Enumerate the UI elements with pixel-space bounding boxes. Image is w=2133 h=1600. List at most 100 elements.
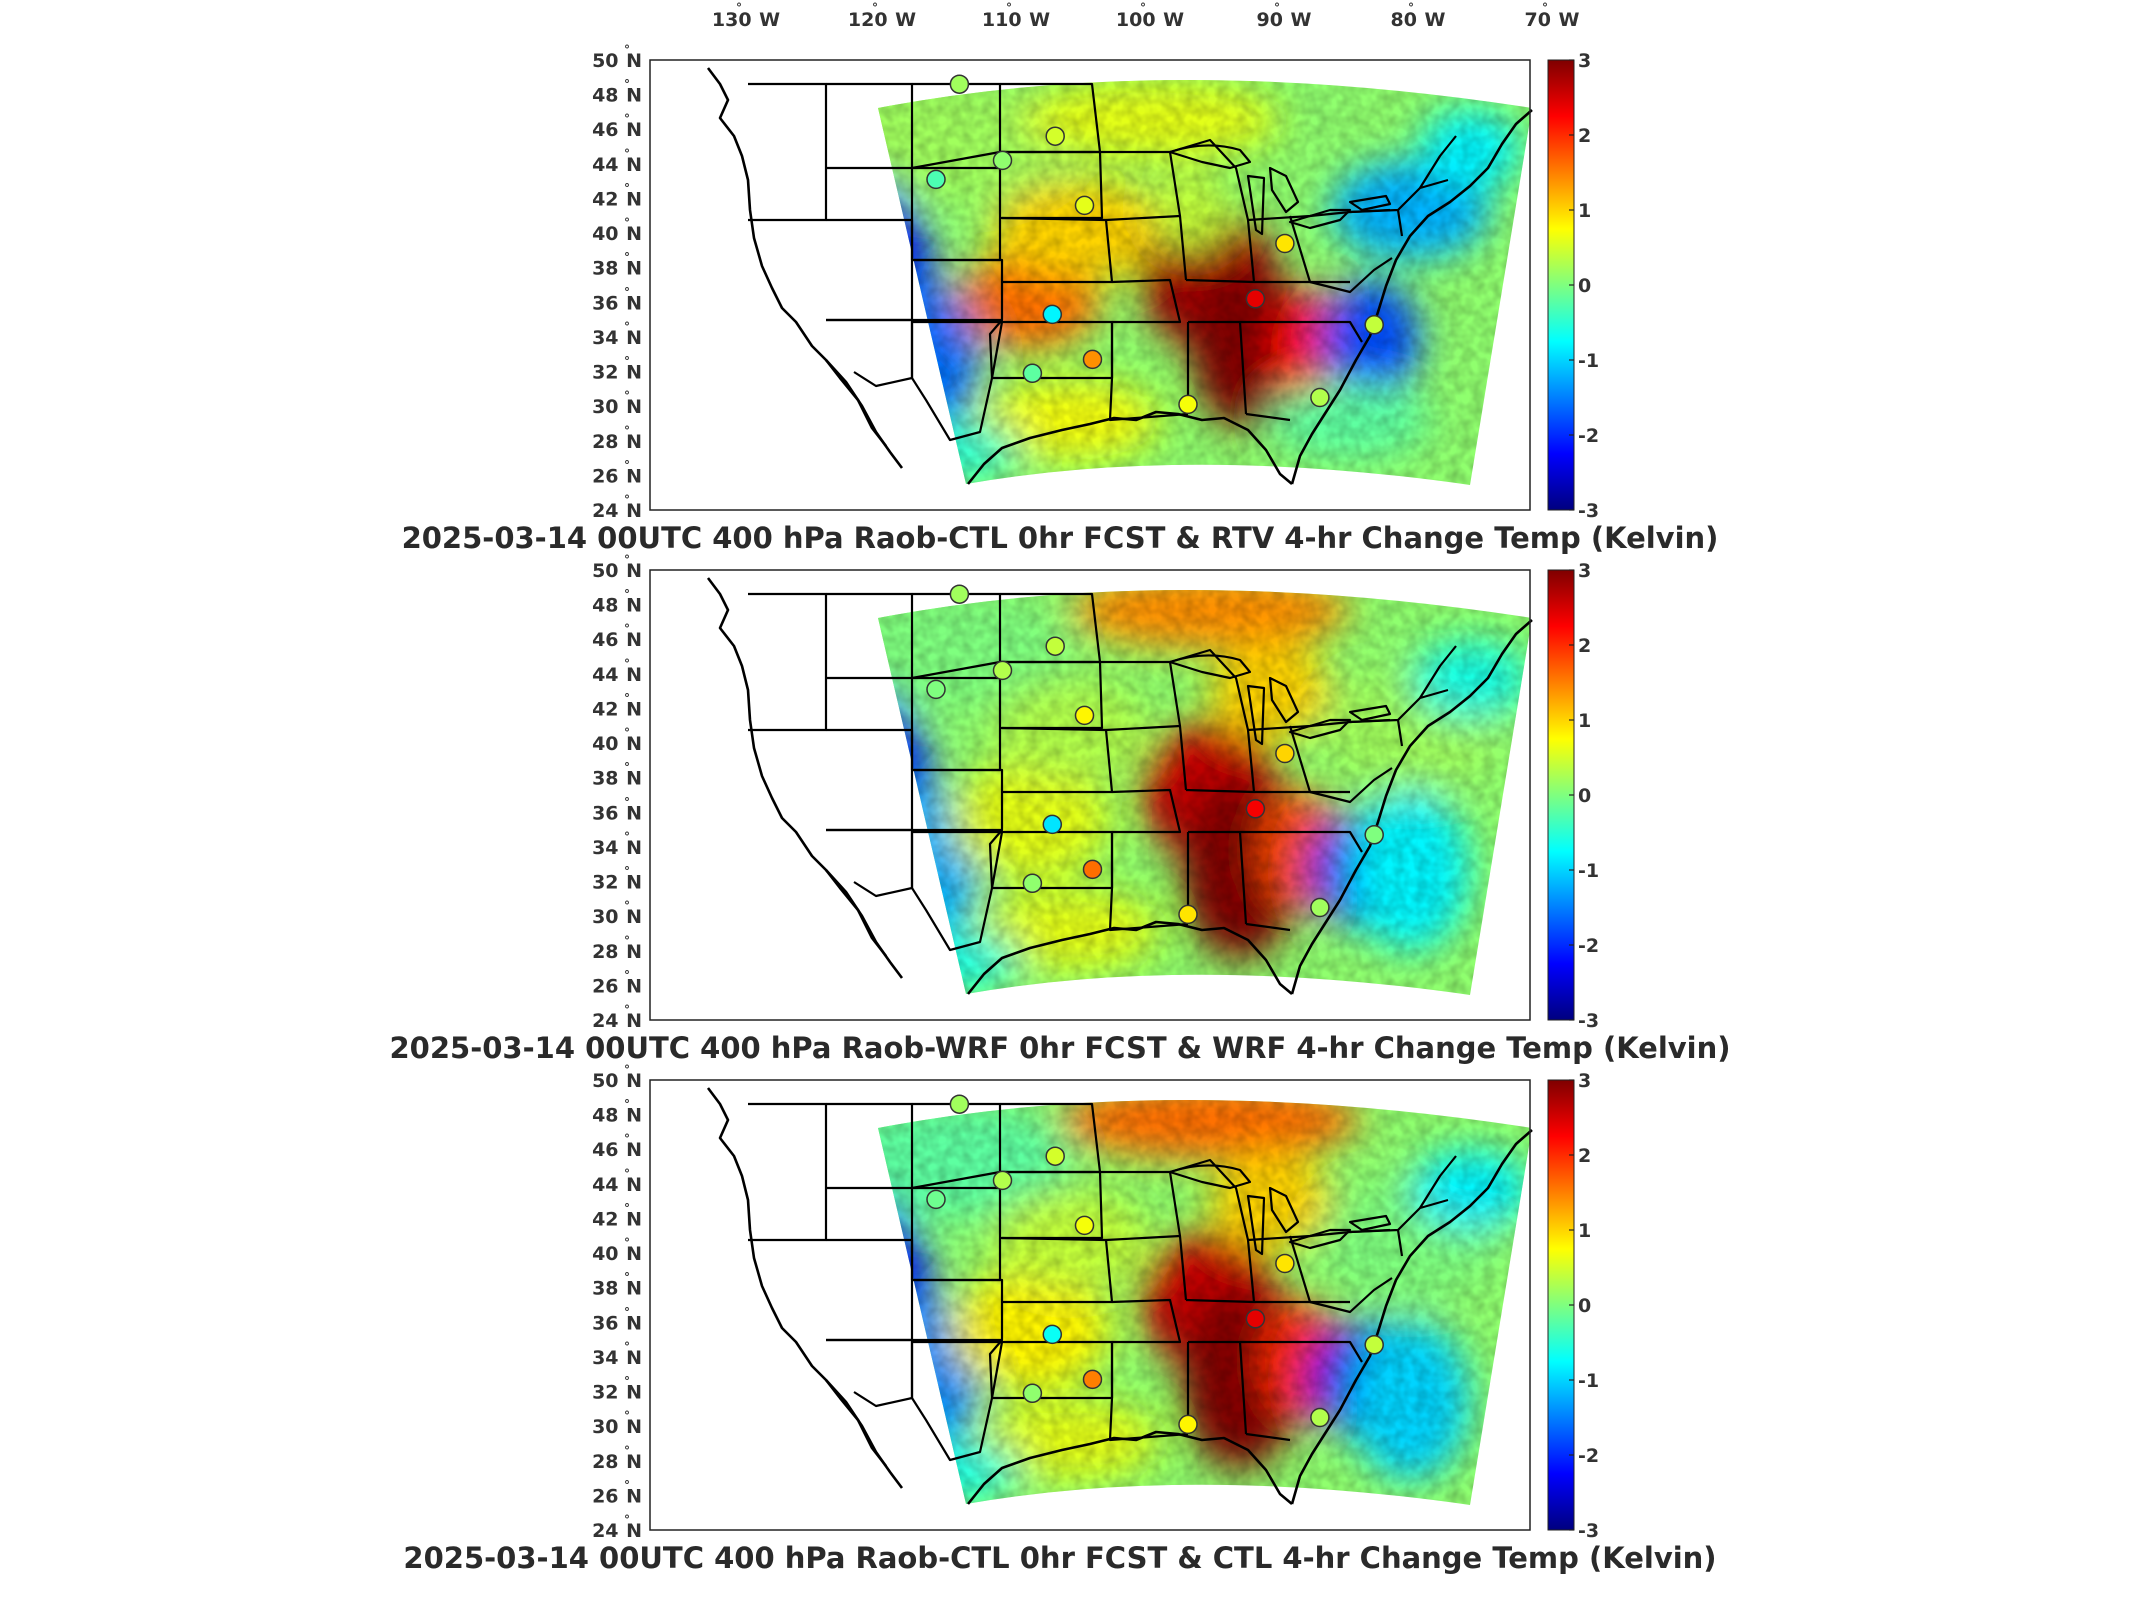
degree-symbol: °	[624, 1098, 630, 1112]
state-border	[826, 1102, 914, 1190]
raob-station-marker	[1364, 315, 1384, 335]
degree-symbol: °	[624, 588, 630, 602]
degree-symbol: °	[624, 181, 630, 195]
degree-symbol: °	[624, 320, 630, 334]
raob-stations	[926, 74, 1384, 415]
latitude-label: 30 N	[592, 1416, 642, 1438]
panel-title: 2025-03-14 00UTC 400 hPa Raob-CTL 0hr FC…	[403, 1541, 1716, 1575]
colorbar-tick-label: 1	[1578, 710, 1591, 732]
longitude-axis-labels: 130 W°120 W°110 W°100 W°90 W°80 W°70 W°	[712, 1, 1580, 31]
state-border	[1185, 278, 1350, 284]
great-lake	[1348, 194, 1392, 212]
great-lake	[1168, 144, 1252, 170]
latitude-label: 48 N	[592, 1105, 642, 1127]
state-border	[1188, 830, 1363, 853]
great-lake	[1288, 1228, 1352, 1250]
state-border	[1309, 1277, 1393, 1314]
coastline	[966, 920, 1293, 995]
colorbar-tick-label: 0	[1578, 275, 1591, 297]
latitude-label: 46 N	[592, 629, 642, 651]
degree-symbol: °	[624, 1132, 630, 1146]
raob-station-marker	[1042, 304, 1063, 325]
raob-station-marker	[992, 150, 1013, 171]
state-border	[1111, 788, 1182, 834]
longitude-label: 130 W	[712, 9, 780, 31]
colorbar-tick-label: -2	[1578, 1445, 1599, 1467]
state-border	[1169, 138, 1256, 283]
degree-symbol: °	[624, 251, 630, 265]
raob-station-marker	[1178, 394, 1198, 415]
state-border	[1349, 1198, 1449, 1234]
raob-station-marker	[1045, 636, 1065, 656]
latitude-label: 42 N	[592, 188, 642, 210]
degree-symbol: °	[624, 1444, 630, 1458]
colorbar-tick-label: -2	[1578, 935, 1599, 957]
raob-stations	[926, 584, 1384, 925]
coastline	[706, 67, 888, 447]
latitude-label: 24 N	[592, 500, 642, 522]
latitude-label: 32 N	[592, 362, 642, 384]
raob-station-marker	[949, 1094, 970, 1114]
latitude-label: 26 N	[592, 1485, 642, 1507]
raob-station-marker	[1178, 904, 1198, 925]
raob-station-marker	[926, 169, 946, 190]
great-lake	[1246, 1194, 1266, 1256]
degree-symbol: °	[624, 553, 630, 567]
raob-station-marker	[1074, 1215, 1095, 1236]
degree-symbol: °	[624, 112, 630, 126]
raob-station-marker	[1364, 825, 1384, 845]
latitude-label: 48 N	[592, 595, 642, 617]
state-border	[1169, 648, 1256, 793]
state-border	[912, 768, 1004, 832]
field-texture	[878, 590, 1530, 995]
latitude-label: 44 N	[592, 664, 642, 686]
raob-station-marker	[949, 584, 970, 604]
state-border	[912, 1278, 1004, 1342]
state-border	[826, 592, 914, 680]
latitude-label: 28 N	[592, 431, 642, 453]
degree-symbol: °	[624, 968, 630, 982]
colorbar-tick-label: 0	[1578, 1295, 1591, 1317]
degree-symbol: °	[624, 1340, 630, 1354]
raob-station-marker	[1082, 1369, 1103, 1390]
colorbar-tick-label: -3	[1578, 1010, 1599, 1032]
degree-symbol: °	[624, 1236, 630, 1250]
state-border	[1108, 832, 1189, 932]
temperature-field	[878, 590, 1530, 995]
raob-station-marker	[1042, 1324, 1063, 1345]
field-texture	[878, 80, 1530, 485]
colorbar: 3 2 1 0 -1 -2 -3	[1547, 50, 1599, 522]
coastline	[825, 1379, 904, 1489]
raob-station-marker	[1082, 349, 1103, 370]
degree-symbol: °	[624, 355, 630, 369]
degree-symbol: °	[624, 691, 630, 705]
latitude-label: 34 N	[592, 837, 642, 859]
degree-symbol: °	[624, 726, 630, 740]
raob-station-marker	[1245, 1309, 1266, 1329]
latitude-label: 42 N	[592, 1208, 642, 1230]
state-border	[1245, 922, 1291, 932]
raob-station-marker	[1310, 387, 1330, 408]
geography-lines	[706, 1087, 1533, 1505]
colorbar-tick-label: -3	[1578, 1520, 1599, 1542]
raob-station-marker	[926, 1189, 946, 1210]
colorbar-tick-label: 1	[1578, 1220, 1591, 1242]
state-border	[1309, 767, 1393, 804]
raob-station-marker	[1074, 705, 1095, 726]
colorbar-tick-label: -1	[1578, 350, 1599, 372]
degree-symbol: °	[624, 1375, 630, 1389]
state-border	[1169, 1158, 1256, 1303]
map-panel: 50 N°48 N°46 N°44 N°42 N°40 N°38 N°36 N°…	[402, 43, 1719, 555]
state-border	[1185, 1298, 1350, 1304]
degree-symbol: °	[624, 78, 630, 92]
coastline	[825, 359, 904, 469]
great-lake	[1168, 654, 1252, 680]
field-texture	[878, 1100, 1530, 1505]
latitude-label: 34 N	[592, 327, 642, 349]
degree-symbol: °	[872, 1, 878, 15]
coastline	[1290, 109, 1533, 485]
raob-station-marker	[1082, 859, 1103, 880]
map-panel: 50 N°48 N°46 N°44 N°42 N°40 N°38 N°36 N°…	[389, 553, 1730, 1065]
state-border	[1188, 1340, 1363, 1363]
latitude-label: 46 N	[592, 119, 642, 141]
